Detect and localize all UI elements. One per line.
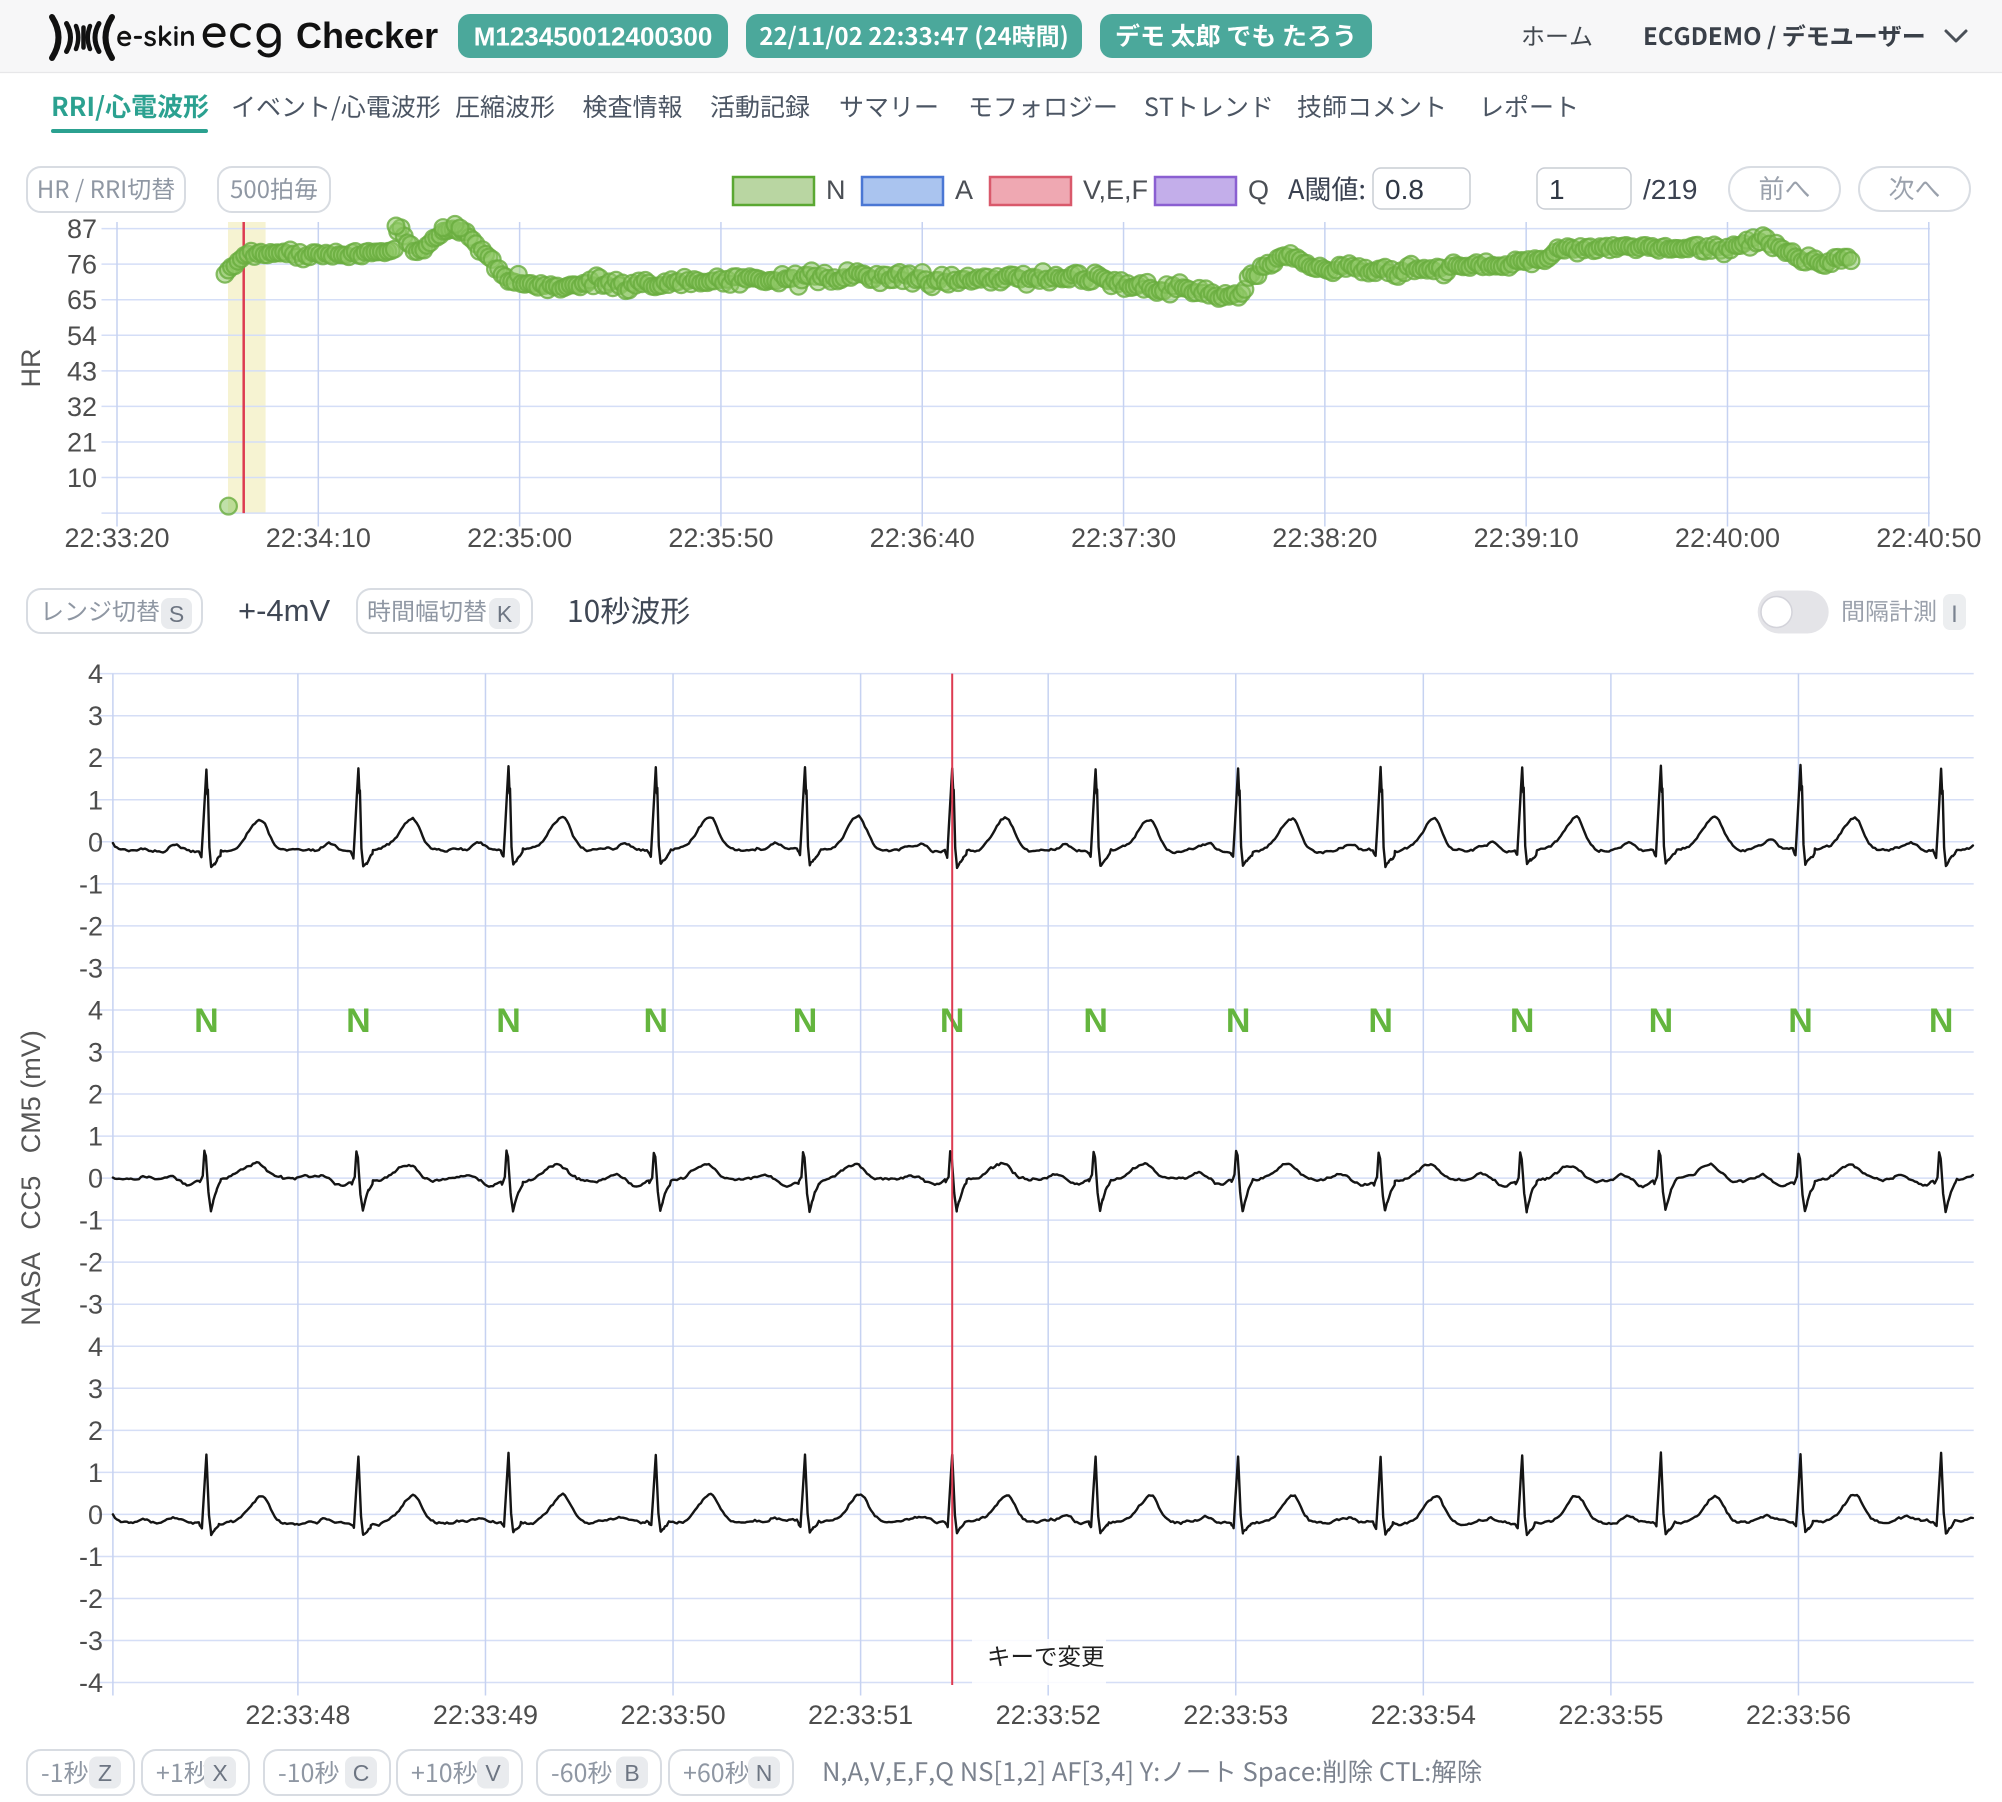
svg-text:-1: -1	[79, 1542, 103, 1572]
svg-text:1: 1	[88, 785, 103, 815]
svg-text:22:33:51: 22:33:51	[808, 1700, 913, 1730]
svg-text:N: N	[1226, 1002, 1251, 1040]
svg-text:54: 54	[67, 321, 97, 351]
svg-text:1: 1	[88, 1458, 103, 1488]
svg-text:V: V	[485, 1760, 501, 1786]
svg-text:65: 65	[67, 285, 97, 315]
svg-text:S: S	[169, 601, 184, 627]
svg-text:-3: -3	[79, 1626, 103, 1656]
svg-text:21: 21	[67, 427, 97, 457]
svg-text:22:40:50: 22:40:50	[1876, 523, 1981, 553]
svg-text:/219: /219	[1643, 174, 1698, 205]
svg-text:N: N	[194, 1002, 219, 1040]
svg-text:4: 4	[88, 995, 103, 1025]
svg-text:B: B	[624, 1760, 639, 1786]
svg-text:43: 43	[67, 356, 97, 386]
svg-text:N: N	[826, 175, 846, 205]
svg-text:4: 4	[88, 659, 103, 689]
svg-text:87: 87	[67, 214, 97, 244]
svg-text:I: I	[1951, 601, 1958, 628]
svg-text:A: A	[955, 175, 973, 205]
svg-text:HR: HR	[16, 349, 46, 388]
svg-text:32: 32	[67, 392, 97, 422]
svg-text:22:38:20: 22:38:20	[1272, 523, 1377, 553]
svg-text:-2: -2	[79, 1584, 103, 1614]
svg-text:22:35:00: 22:35:00	[467, 523, 572, 553]
svg-text:22:33:56: 22:33:56	[1746, 1700, 1851, 1730]
svg-text:22:34:10: 22:34:10	[266, 523, 371, 553]
svg-text:N: N	[793, 1002, 818, 1040]
svg-text:22:33:52: 22:33:52	[996, 1700, 1101, 1730]
svg-text:N: N	[1510, 1002, 1535, 1040]
svg-text:-1: -1	[79, 869, 103, 899]
svg-text:22:33:55: 22:33:55	[1558, 1700, 1663, 1730]
svg-text:-3: -3	[79, 953, 103, 983]
svg-text:22:37:30: 22:37:30	[1071, 523, 1176, 553]
svg-text:10: 10	[67, 463, 97, 493]
svg-text:N: N	[1083, 1002, 1108, 1040]
svg-text:3: 3	[88, 1037, 103, 1067]
svg-text:NASA CC5 CM5 (mV): NASA CC5 CM5 (mV)	[16, 1030, 46, 1326]
svg-text:-2: -2	[79, 911, 103, 941]
svg-text:N: N	[1788, 1002, 1813, 1040]
svg-text:22:35:50: 22:35:50	[668, 523, 773, 553]
svg-text:2: 2	[88, 1416, 103, 1446]
svg-text:N: N	[756, 1760, 773, 1786]
svg-text:+-4mV: +-4mV	[238, 593, 330, 628]
svg-text:X: X	[212, 1760, 227, 1786]
svg-text:3: 3	[88, 701, 103, 731]
svg-text:N: N	[346, 1002, 371, 1040]
svg-text:22:33:54: 22:33:54	[1371, 1700, 1476, 1730]
svg-text:4: 4	[88, 1332, 103, 1362]
svg-text:22:40:00: 22:40:00	[1675, 523, 1780, 553]
svg-text:22:33:49: 22:33:49	[433, 1700, 538, 1730]
svg-text:1: 1	[1549, 174, 1565, 205]
svg-text:22:33:50: 22:33:50	[620, 1700, 725, 1730]
svg-text:-4: -4	[79, 1668, 103, 1698]
svg-text:2: 2	[88, 1080, 103, 1110]
svg-text:-2: -2	[79, 1248, 103, 1278]
svg-text:0.8: 0.8	[1385, 174, 1424, 205]
svg-text:Checker: Checker	[296, 15, 438, 56]
svg-text:N: N	[1368, 1002, 1393, 1040]
svg-text:Z: Z	[98, 1760, 112, 1786]
svg-text:0: 0	[88, 827, 103, 857]
svg-text:K: K	[497, 601, 513, 627]
svg-text:0: 0	[88, 1500, 103, 1530]
svg-text:N: N	[644, 1002, 669, 1040]
svg-text:22:39:10: 22:39:10	[1474, 523, 1579, 553]
svg-text:22:36:40: 22:36:40	[870, 523, 975, 553]
svg-text:76: 76	[67, 250, 97, 280]
svg-text:22:33:48: 22:33:48	[245, 1700, 350, 1730]
svg-text:22:33:20: 22:33:20	[64, 523, 169, 553]
svg-text:C: C	[353, 1760, 370, 1786]
svg-text:N: N	[496, 1002, 521, 1040]
svg-text:2: 2	[88, 743, 103, 773]
svg-text:-1: -1	[79, 1206, 103, 1236]
svg-text:M123450012400300: M123450012400300	[474, 22, 713, 52]
svg-text:N: N	[1649, 1002, 1674, 1040]
svg-text:Q: Q	[1248, 175, 1269, 205]
svg-text:0: 0	[88, 1164, 103, 1194]
svg-text:22:33:53: 22:33:53	[1183, 1700, 1288, 1730]
svg-text:-3: -3	[79, 1290, 103, 1320]
svg-text:V,E,F: V,E,F	[1083, 175, 1148, 205]
svg-text:1: 1	[88, 1122, 103, 1152]
svg-text:3: 3	[88, 1374, 103, 1404]
svg-text:N: N	[1929, 1002, 1954, 1040]
